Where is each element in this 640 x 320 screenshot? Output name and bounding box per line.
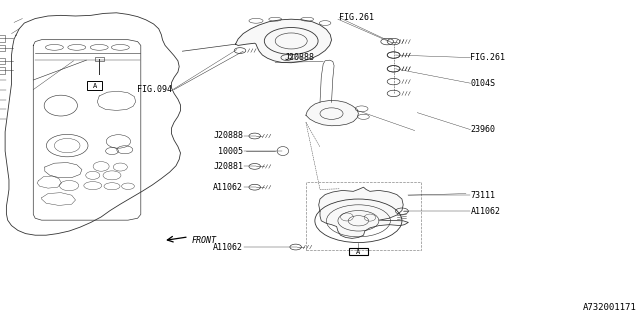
Polygon shape <box>319 187 408 238</box>
Text: FIG.094: FIG.094 <box>136 85 172 94</box>
Bar <box>87 81 102 90</box>
Text: A: A <box>93 83 97 89</box>
Text: FIG.261: FIG.261 <box>339 13 374 22</box>
Bar <box>0 45 5 51</box>
Text: 23960: 23960 <box>470 125 495 134</box>
Bar <box>95 57 104 61</box>
Text: J20881: J20881 <box>213 162 243 171</box>
Text: A11062: A11062 <box>213 243 243 252</box>
Bar <box>0 35 5 42</box>
Text: J20888: J20888 <box>285 53 315 62</box>
Text: J20888: J20888 <box>213 132 243 140</box>
Bar <box>0 58 5 64</box>
Text: A: A <box>356 249 360 255</box>
Bar <box>349 248 368 255</box>
Text: 0104S: 0104S <box>470 79 495 88</box>
Text: 73111: 73111 <box>470 191 495 200</box>
Bar <box>306 182 421 250</box>
Text: FRONT: FRONT <box>192 236 217 245</box>
Polygon shape <box>236 19 332 63</box>
Text: A11062: A11062 <box>470 207 500 216</box>
Polygon shape <box>306 100 358 126</box>
Text: FIG.261: FIG.261 <box>470 53 506 62</box>
Text: A732001171: A732001171 <box>583 303 637 312</box>
Text: A11062: A11062 <box>213 183 243 192</box>
Text: 10005: 10005 <box>218 147 243 156</box>
Bar <box>0 67 5 74</box>
